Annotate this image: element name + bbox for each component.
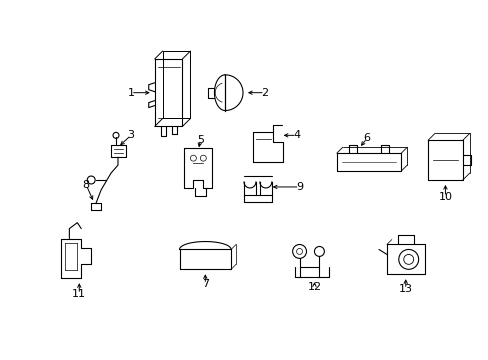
Text: 5: 5 xyxy=(197,135,203,145)
Text: 12: 12 xyxy=(307,282,321,292)
Text: 8: 8 xyxy=(82,180,90,190)
Circle shape xyxy=(200,155,206,161)
Text: 9: 9 xyxy=(295,182,303,192)
Text: 2: 2 xyxy=(261,88,268,98)
Circle shape xyxy=(314,247,324,256)
Text: 13: 13 xyxy=(398,284,412,294)
Circle shape xyxy=(190,155,196,161)
Text: 1: 1 xyxy=(127,88,134,98)
Text: 10: 10 xyxy=(438,192,451,202)
Text: 7: 7 xyxy=(202,279,208,289)
Circle shape xyxy=(296,248,302,255)
Circle shape xyxy=(292,244,306,258)
Circle shape xyxy=(87,176,95,184)
Text: 3: 3 xyxy=(127,130,134,140)
Circle shape xyxy=(113,132,119,138)
Text: 4: 4 xyxy=(292,130,300,140)
Circle shape xyxy=(398,249,418,269)
Text: 6: 6 xyxy=(363,133,370,143)
Circle shape xyxy=(403,255,413,264)
Text: 11: 11 xyxy=(72,289,86,299)
